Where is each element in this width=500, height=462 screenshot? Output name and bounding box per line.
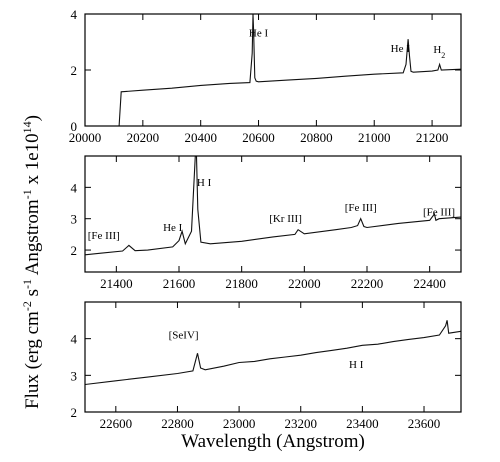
line-annotation-sub: 2 bbox=[441, 51, 445, 60]
x-tick-label: 21800 bbox=[225, 276, 258, 291]
x-tick-label: 20800 bbox=[300, 130, 333, 145]
x-tick-label: 22800 bbox=[161, 416, 194, 431]
line-annotation: H2 bbox=[433, 44, 445, 60]
spectrum-panel-2: 21400 21600 21800 22000 22200 22400 2 3 4 [Fe III… bbox=[71, 155, 462, 291]
y-tick-label: 3 bbox=[71, 212, 78, 227]
line-annotation: He I bbox=[249, 27, 269, 39]
spectrum-panel-3: 22600 22800 23000 23200 23400 23600 2 3 4 [SeIV] H… bbox=[71, 301, 462, 431]
line-annotation: [Kr III] bbox=[269, 213, 302, 225]
line-annotation: He I bbox=[391, 43, 411, 55]
x-tick-label: 20000 bbox=[69, 130, 102, 145]
line-annotation: [SeIV] bbox=[169, 330, 199, 342]
spectrum-line bbox=[85, 156, 461, 256]
x-tick-label: 23000 bbox=[223, 416, 256, 431]
y-tick-label: 2 bbox=[71, 405, 78, 420]
y-axis-label-sup: -2 bbox=[20, 301, 34, 311]
line-annotation: H I bbox=[197, 177, 212, 189]
x-tick-label: 23600 bbox=[408, 416, 441, 431]
plot-frame bbox=[84, 155, 462, 273]
line-annotation: [Fe III] bbox=[345, 202, 377, 214]
line-annotation: H I bbox=[349, 359, 364, 371]
line-annotation: He I bbox=[163, 222, 183, 234]
x-tick-label: 22600 bbox=[100, 416, 133, 431]
x-tick-label: 21000 bbox=[358, 130, 391, 145]
x-tick-label: 20200 bbox=[127, 130, 160, 145]
y-tick-label: 0 bbox=[71, 119, 78, 134]
x-tick-label: 21400 bbox=[100, 276, 133, 291]
plot-frame bbox=[84, 301, 462, 413]
y-tick-label: 2 bbox=[71, 63, 78, 78]
x-tick-label: 22400 bbox=[413, 276, 446, 291]
x-tick-label: 20400 bbox=[184, 130, 217, 145]
y-axis-label-sup: 14 bbox=[20, 121, 34, 133]
y-tick-label: 4 bbox=[71, 332, 78, 347]
y-tick-label: 3 bbox=[71, 368, 78, 383]
x-tick-label: 21600 bbox=[163, 276, 196, 291]
spectrum-line bbox=[85, 320, 461, 386]
x-tick-label: 23400 bbox=[346, 416, 379, 431]
x-tick-label: 20600 bbox=[242, 130, 275, 145]
x-axis-label: Wavelength (Angstrom) bbox=[181, 431, 365, 452]
y-tick-label: 2 bbox=[71, 243, 78, 258]
spectrum-panel-1: 20000 20200 20400 20600 20800 21000 21200 0 2 4 He… bbox=[69, 7, 462, 145]
x-tick-label: 22200 bbox=[351, 276, 384, 291]
y-axis-label: Flux (erg cm-2 s-1 Angstrom-1 x 1e1014) bbox=[20, 115, 43, 409]
y-tick-label: 4 bbox=[71, 7, 78, 22]
spectrum-line bbox=[85, 14, 461, 126]
x-tick-label: 23200 bbox=[284, 416, 317, 431]
line-annotation: [Fe III] bbox=[423, 207, 455, 219]
y-axis-label-sup: -1 bbox=[20, 189, 34, 199]
x-tick-label: 21200 bbox=[416, 130, 449, 145]
x-tick-label: 22000 bbox=[288, 276, 321, 291]
y-tick-label: 4 bbox=[71, 180, 78, 195]
y-axis-label-sup: -1 bbox=[20, 279, 34, 289]
line-annotation: [Fe III] bbox=[88, 230, 120, 242]
